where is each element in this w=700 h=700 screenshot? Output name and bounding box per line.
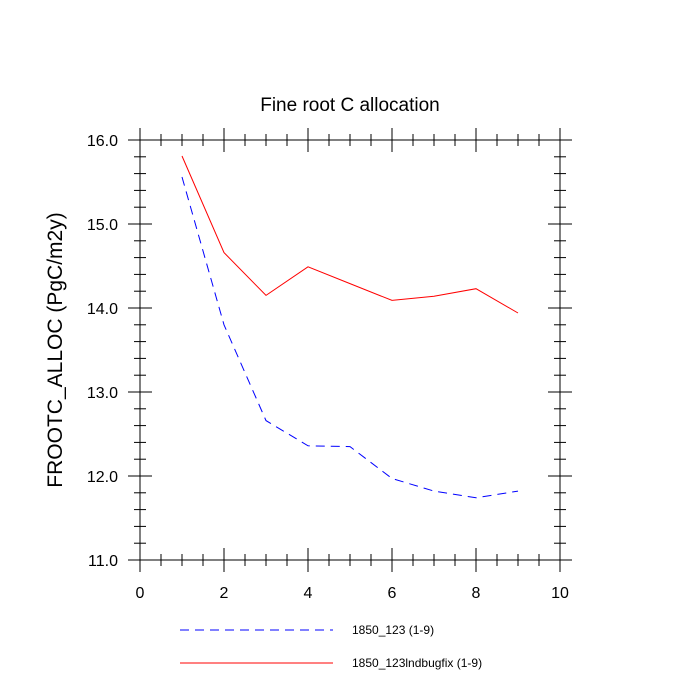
x-tick-label: 0 <box>136 585 145 602</box>
y-tick-label: 13.0 <box>87 385 118 402</box>
y-tick-label: 12.0 <box>87 469 118 486</box>
tick-labels: 0 2 4 6 8 10 11.0 12.0 13.0 14.0 15.0 16.0 <box>87 133 569 602</box>
series-line-1 <box>181 176 519 499</box>
minor-ticks <box>134 134 566 566</box>
y-tick-label: 14.0 <box>87 301 118 318</box>
legend-label-1: 1850_123 (1-9) <box>352 623 434 637</box>
x-tick-label: 6 <box>388 585 397 602</box>
y-tick-label: 16.0 <box>87 133 118 150</box>
y-tick-label: 11.0 <box>88 553 118 570</box>
x-tick-label: 2 <box>220 585 229 602</box>
chart-title: Fine root C allocation <box>260 95 440 116</box>
series-line-2 <box>181 155 519 314</box>
y-axis-label: FROOTC_ALLOC (PgC/m2y) <box>44 212 67 487</box>
x-tick-label: 10 <box>551 585 569 602</box>
x-tick-label: 4 <box>304 585 313 602</box>
legend: 1850_123 (1-9) 1850_123lndbugfix (1-9) <box>180 623 482 670</box>
x-tick-label: 8 <box>472 585 481 602</box>
legend-label-2: 1850_123lndbugfix (1-9) <box>352 656 482 670</box>
major-ticks <box>128 128 572 572</box>
series-layer <box>181 155 519 499</box>
y-tick-label: 15.0 <box>87 217 118 234</box>
plot-frame <box>139 139 561 561</box>
